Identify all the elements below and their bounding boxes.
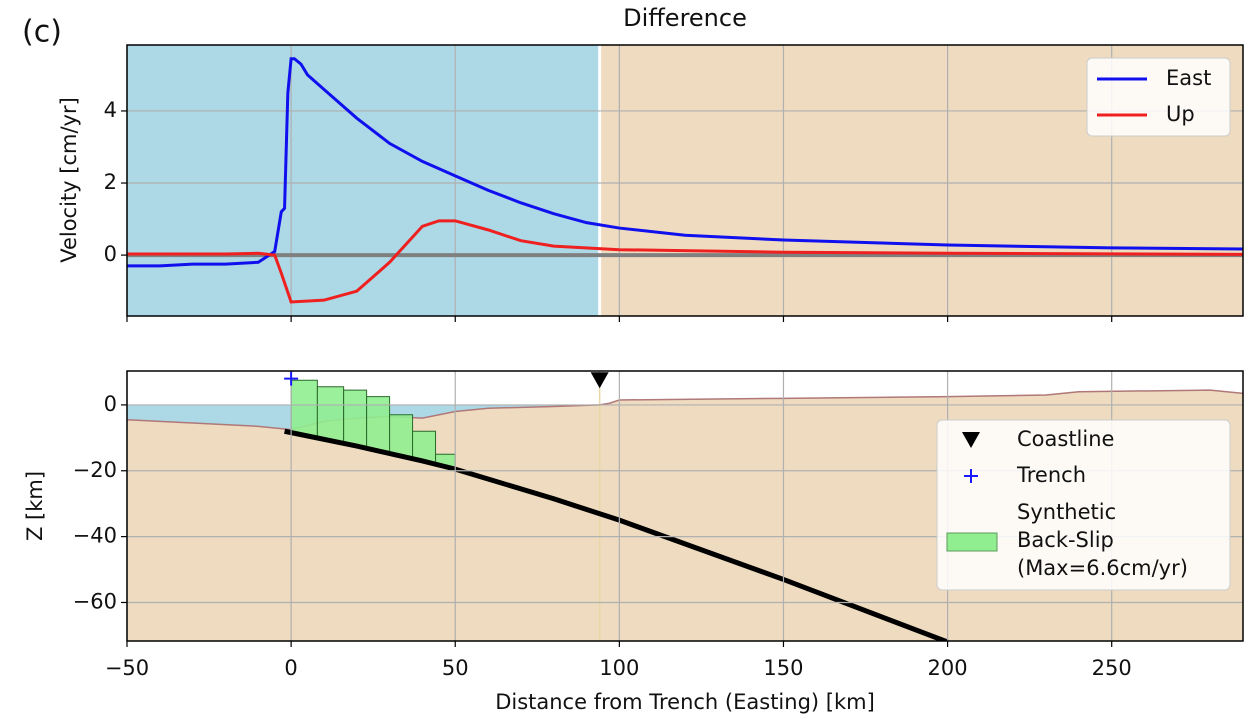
chart-title: Difference	[623, 4, 747, 32]
y-axis-label: Z [km]	[23, 471, 47, 541]
line-series	[127, 219, 1243, 304]
line-series	[127, 57, 1243, 268]
legend-label: Synthetic	[1017, 500, 1116, 524]
ocean-background	[127, 45, 600, 316]
y-tick-label: 2	[104, 170, 117, 194]
legend-label: Back-Slip	[1017, 528, 1114, 552]
back-slip-patch	[290, 379, 318, 439]
x-tick-label: 200	[928, 656, 968, 680]
x-tick-label: −50	[105, 656, 149, 680]
legend-label: (Max=6.6cm/yr)	[1017, 556, 1188, 580]
y-tick-label: −20	[73, 458, 117, 482]
x-axis-label: Distance from Trench (Easting) [km]	[495, 690, 875, 714]
legend-label: Trench	[1016, 463, 1086, 487]
panel-label: (c)	[22, 15, 62, 50]
plot-area	[127, 57, 1243, 304]
trench-marker	[284, 371, 299, 386]
y-tick-label: 4	[104, 98, 117, 122]
y-axis-label: Velocity [cm/yr]	[57, 97, 81, 263]
x-tick-label: 100	[599, 656, 639, 680]
back-slip-patch	[343, 389, 368, 449]
x-tick-label: 250	[1092, 656, 1132, 680]
legend-swatch	[964, 469, 978, 483]
back-slip-patch	[316, 386, 345, 444]
y-tick-label: −60	[73, 589, 117, 613]
axes-frame	[126, 370, 1244, 642]
legend-label: Up	[1166, 102, 1195, 126]
x-tick-label: 0	[284, 656, 297, 680]
legend-box	[936, 419, 1231, 591]
legend-label: Coastline	[1017, 427, 1114, 451]
x-tick-label: 150	[763, 656, 803, 680]
y-tick-label: 0	[104, 242, 117, 266]
y-tick-label: 0	[104, 392, 117, 416]
legend-label: East	[1166, 66, 1211, 90]
axes-frame	[126, 44, 1244, 317]
slab-interface	[284, 428, 949, 641]
legend-swatch	[962, 432, 980, 448]
coastline-marker	[590, 372, 609, 389]
x-tick-label: 50	[442, 656, 469, 680]
y-tick-label: −40	[73, 524, 117, 548]
legend-swatch	[946, 532, 998, 552]
